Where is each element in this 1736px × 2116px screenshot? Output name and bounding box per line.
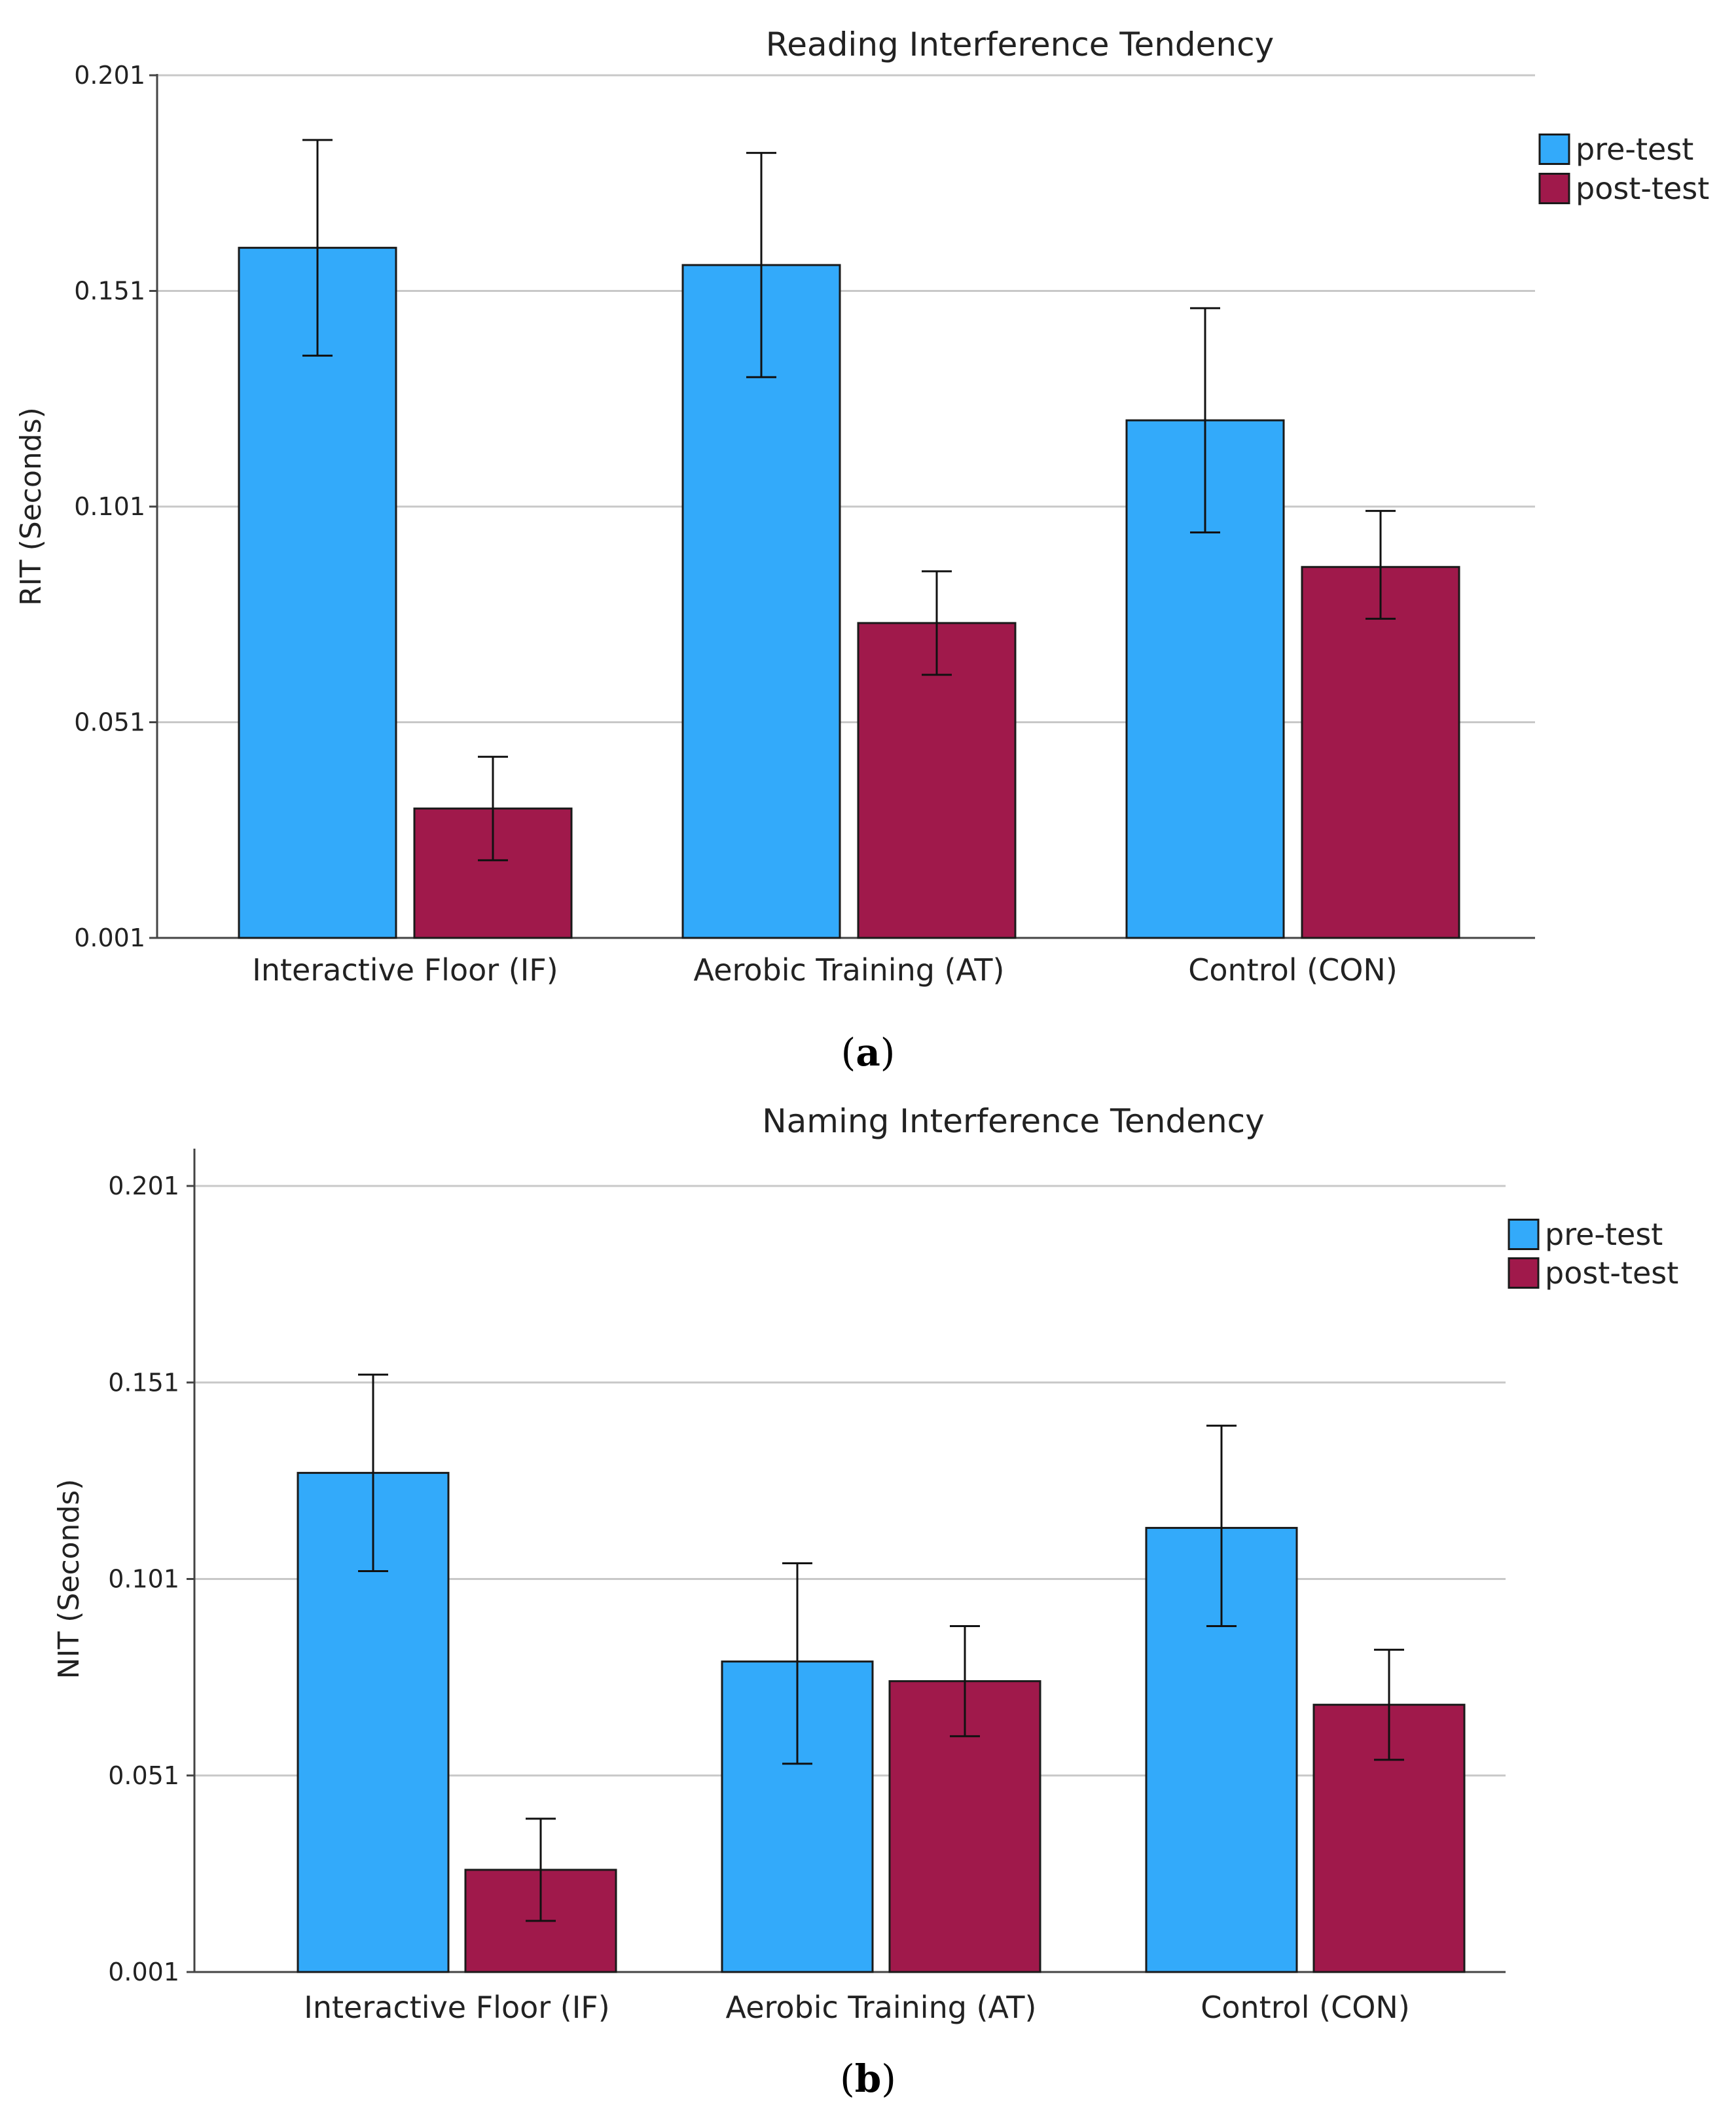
y-tick-label: 0.101 [74, 492, 145, 521]
legend-swatch-post-test [1538, 173, 1570, 204]
x-category-label: Interactive Floor (IF) [304, 1990, 609, 2025]
x-category-label: Control (CON) [1201, 1990, 1410, 2025]
y-axis-label: NIT (Seconds) [52, 1479, 86, 1679]
x-category-label: Interactive Floor (IF) [252, 952, 558, 988]
y-tick-label: 0.201 [108, 1172, 179, 1200]
legend-swatch-pre-test [1538, 134, 1570, 165]
y-tick-label: 0.001 [108, 1958, 179, 1986]
legend-label-pre-test: pre-test [1545, 1217, 1663, 1252]
legend-swatch-post-test [1508, 1257, 1540, 1289]
legend-label-post-test: post-test [1545, 1255, 1678, 1291]
bar-post-test [857, 622, 1017, 939]
x-category-label: Aerobic Training (AT) [694, 952, 1005, 988]
chart-title: Naming Interference Tendency [762, 1102, 1265, 1140]
y-tick-label: 0.201 [74, 61, 145, 90]
legend-label-post-test: post-test [1576, 171, 1709, 206]
y-tick-label: 0.051 [74, 708, 145, 737]
legend-swatch-pre-test [1508, 1219, 1540, 1250]
y-tick-label: 0.101 [108, 1565, 179, 1594]
panel-label: (a) [841, 1030, 895, 1075]
panel-label-letter: a [856, 1030, 880, 1075]
bar-pre-test [238, 247, 397, 939]
x-category-label: Control (CON) [1188, 952, 1398, 988]
chart-panel-a: 0.001 0.051 0.101 0.151 0.201 Reading Interfe… [14, 26, 1709, 1075]
panel-label-open: ( [841, 1030, 856, 1075]
legend-label-pre-test: pre-test [1576, 132, 1693, 167]
panel-label-letter: b [855, 2056, 882, 2101]
panel-label-close: ) [880, 1030, 895, 1075]
x-category-label: Aerobic Training (AT) [726, 1990, 1037, 2025]
y-tick-label: 0.001 [74, 924, 145, 952]
panel-label: (b) [840, 2056, 896, 2101]
panel-label-open: ( [840, 2056, 855, 2101]
y-tick-label: 0.051 [108, 1761, 179, 1790]
chart-title: Reading Interference Tendency [766, 26, 1274, 63]
panel-label-close: ) [881, 2056, 896, 2101]
y-tick-label: 0.151 [108, 1368, 179, 1397]
y-tick-label: 0.151 [74, 277, 145, 306]
y-axis-label: RIT (Seconds) [14, 407, 48, 606]
bar-post-test [1301, 565, 1460, 939]
chart-panel-b: 0.001 0.051 0.101 0.151 0.201 Naming Interfer… [52, 1102, 1678, 2101]
